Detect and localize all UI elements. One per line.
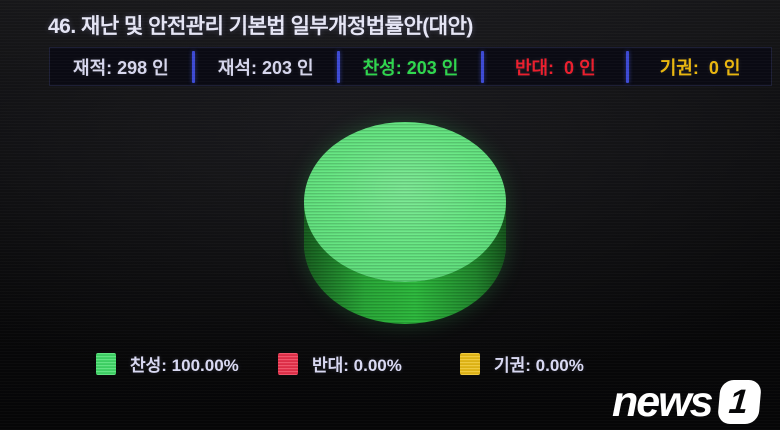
legend-swatch-no <box>278 352 298 375</box>
legend: 찬성: 100.00% 반대: 0.00% 기권: 0.00% <box>0 351 780 375</box>
legend-label-no: 반대: 0.00% <box>312 356 402 375</box>
stat-divider <box>191 50 195 83</box>
pie-scanline-overlay <box>304 122 506 324</box>
stat-yes: 찬성: 203 인 <box>362 57 459 78</box>
page-title: 46. 재난 및 안전관리 기본법 일부개정법률안(대안) <box>48 15 473 38</box>
legend-label-yes: 찬성: 100.00% <box>130 356 239 375</box>
stat-divider <box>336 50 340 83</box>
legend-swatch-abstain <box>460 352 480 375</box>
vote-stats-bar: 재적: 298 인 재석: 203 인 찬성: 203 인 반대: 0 인 기권… <box>49 47 772 86</box>
news1-badge: 1 <box>716 380 762 424</box>
stat-no: 반대: 0 인 <box>514 57 596 78</box>
legend-swatch-yes <box>96 352 116 375</box>
news1-watermark: news 1 <box>612 377 762 426</box>
pie-chart <box>294 112 516 330</box>
legend-item-yes: 찬성: 100.00% <box>96 351 239 376</box>
stat-divider <box>626 50 630 83</box>
legend-item-abstain: 기권: 0.00% <box>460 351 584 376</box>
legend-item-no: 반대: 0.00% <box>278 351 402 376</box>
stat-divider <box>481 50 485 83</box>
news1-badge-digit: 1 <box>726 383 750 421</box>
pie-chart-svg <box>304 122 506 324</box>
stat-registered: 재적: 298 인 <box>73 57 169 78</box>
news1-wordmark: news <box>612 377 714 426</box>
stat-present: 재석: 203 인 <box>217 57 314 78</box>
legend-label-abstain: 기권: 0.00% <box>494 356 584 375</box>
stat-abstain: 기권: 0 인 <box>659 57 741 78</box>
